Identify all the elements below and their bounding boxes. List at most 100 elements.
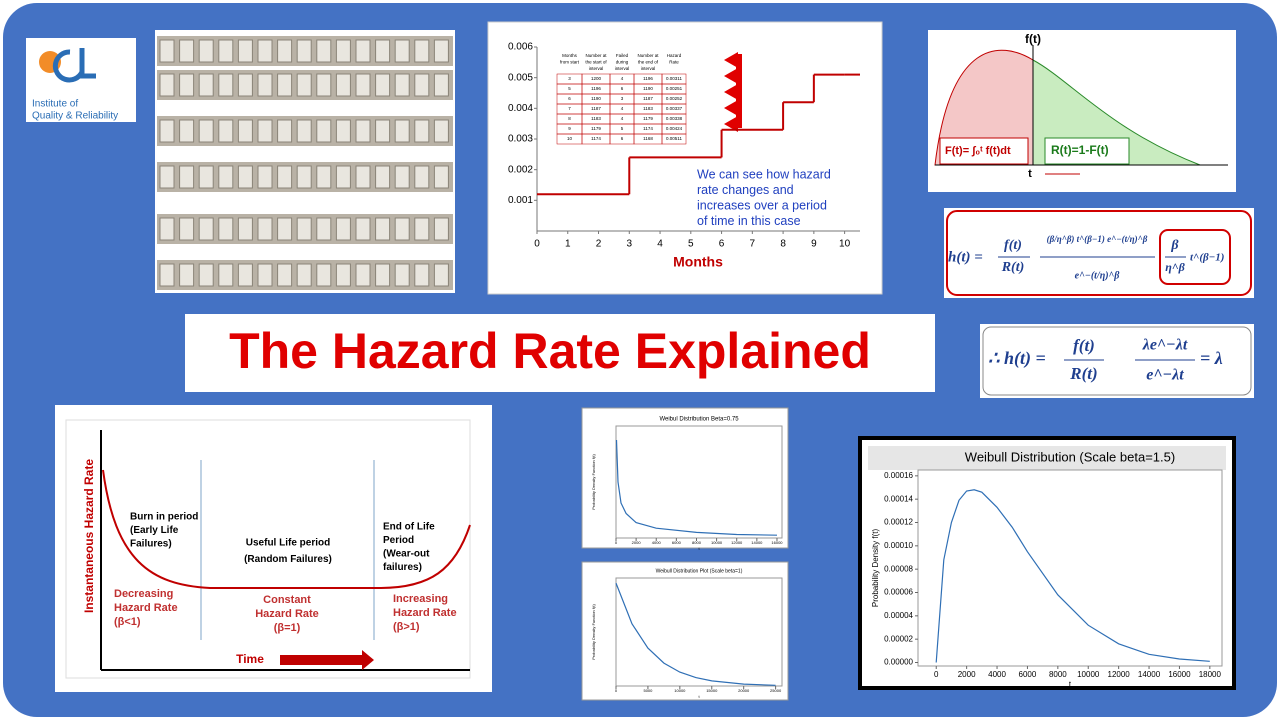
table-header: Months — [562, 53, 578, 58]
switch — [355, 119, 371, 143]
switch — [257, 217, 273, 241]
phase-rate: (β<1) — [114, 616, 141, 628]
x-tick-label: 10000 — [674, 688, 686, 693]
pdf-label: R(t)=1-F(t) — [1051, 143, 1109, 157]
x-tick-label: 6 — [719, 239, 725, 250]
table-header: Number at — [585, 53, 607, 58]
annotation: of time in this case — [697, 214, 801, 228]
annotation: We can see how hazard — [697, 167, 831, 181]
switch — [277, 119, 293, 143]
plot-area — [615, 425, 783, 539]
x-tick-label: 25000 — [770, 688, 782, 693]
x-tick-label: 4000 — [652, 540, 662, 545]
annotation: rate changes and — [697, 183, 794, 197]
phase-desc: (Random Failures) — [244, 554, 332, 565]
y-tick-label: 0.00002 — [884, 634, 913, 643]
table-cell-text: 0.00337 — [666, 106, 683, 111]
switch — [375, 39, 391, 63]
switch — [159, 263, 175, 287]
table-cell-text: 1196 — [643, 76, 653, 81]
curve — [935, 489, 1210, 663]
formula-border — [946, 210, 1252, 296]
table-cell-text: 5 — [621, 126, 624, 131]
switch — [218, 263, 234, 287]
table-cell-text: 1168 — [643, 136, 653, 141]
x-axis-label: t — [1069, 680, 1072, 689]
table-cell-text: 1187 — [591, 106, 601, 111]
curve — [615, 439, 778, 536]
switch — [355, 263, 371, 287]
x-tick-label: 4 — [657, 239, 663, 250]
y-tick-label: 0.00016 — [884, 471, 913, 480]
table-header: interval — [641, 66, 656, 71]
x-tick-label: 8000 — [692, 540, 702, 545]
switch — [394, 217, 410, 241]
logo-text: Institute of — [32, 99, 78, 110]
x-tick-label: 1 — [565, 239, 571, 250]
bathtub-curve — [102, 469, 471, 589]
switch — [414, 39, 430, 63]
table-cell-text: 1196 — [591, 86, 601, 91]
table-cell-text: 6 — [568, 96, 571, 101]
switch — [394, 165, 410, 189]
result-box — [1159, 229, 1231, 285]
y-tick-label: 0.00000 — [884, 658, 913, 667]
table-header: the start of — [585, 60, 607, 65]
switch — [296, 263, 312, 287]
weibull-title-bar — [868, 446, 1226, 470]
table-cell-text: 3 — [568, 76, 571, 81]
switch — [179, 165, 195, 189]
phase-rate: Hazard Rate — [255, 608, 319, 620]
y-tick-label: 0.00012 — [884, 518, 913, 527]
switch — [316, 263, 332, 287]
phase-desc: (Early Life — [130, 525, 179, 536]
table-cell-text: 1200 — [591, 76, 602, 81]
phase-desc: Period — [383, 535, 414, 546]
table-cell-text: 1183 — [591, 116, 601, 121]
x-tick-label: 3 — [627, 239, 633, 250]
phase-desc: failures) — [383, 562, 422, 573]
x-tick-label: 8 — [780, 239, 786, 250]
x-tick-label: 2000 — [958, 670, 976, 679]
x-tick-label: 5 — [688, 239, 694, 250]
x-tick-label: 10 — [839, 239, 851, 250]
switch — [218, 165, 234, 189]
switch — [335, 73, 351, 97]
switch — [316, 39, 332, 63]
formula-text: λe^−λt — [1142, 337, 1188, 354]
table-cell-text: 6 — [621, 136, 624, 141]
switch — [257, 39, 273, 63]
x-tick-label: 6000 — [1019, 670, 1037, 679]
switch — [159, 217, 175, 241]
x-tick-label: 9 — [811, 239, 817, 250]
switch — [179, 263, 195, 287]
formula-text: β — [1170, 238, 1179, 253]
y-tick-label: 0.003 — [508, 134, 533, 145]
chart-title: Weibull Distribution (Scale beta=1.5) — [965, 449, 1175, 464]
switch — [394, 39, 410, 63]
switch — [316, 73, 332, 97]
x-tick-label: 10000 — [711, 540, 723, 545]
switch — [316, 217, 332, 241]
frame — [65, 419, 471, 679]
formula-text: e^−λt — [1146, 367, 1184, 384]
switch — [433, 39, 449, 63]
phase-rate: Decreasing — [114, 588, 173, 600]
table-cell-text: 4 — [621, 106, 624, 111]
switch — [179, 119, 195, 143]
x-tick-label: 2000 — [632, 540, 642, 545]
switch — [335, 165, 351, 189]
switch — [335, 39, 351, 63]
x-tick-label: 5000 — [643, 688, 653, 693]
switch — [414, 165, 430, 189]
switch — [433, 217, 449, 241]
switch — [159, 39, 175, 63]
table-cell-text: 1179 — [591, 126, 601, 131]
switch — [237, 165, 253, 189]
main-title: The Hazard Rate Explained — [229, 323, 871, 379]
x-tick-label: 2 — [596, 239, 602, 250]
x-tick-label: 0 — [934, 670, 939, 679]
y-tick-label: 0.001 — [508, 195, 533, 206]
table-cell-text: 4 — [621, 116, 624, 121]
arrow — [280, 650, 374, 670]
